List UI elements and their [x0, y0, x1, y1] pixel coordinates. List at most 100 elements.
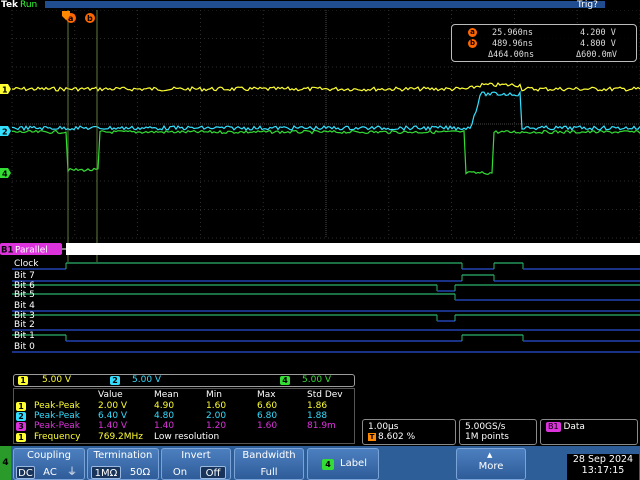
meas-std: 1.88	[307, 411, 328, 421]
meas-min: 2.00	[206, 411, 227, 421]
termination-title: Termination	[93, 450, 153, 461]
sample-rate: 5.00GS/s	[465, 422, 506, 432]
ch1-marker-shape	[0, 84, 11, 94]
coupling-button[interactable]: Coupling DC AC ⏚	[13, 448, 85, 480]
measurement-header: Value Mean Min Max Std Dev	[14, 390, 354, 400]
trigger-position: T 8.602 %	[368, 432, 450, 442]
measurement-row[interactable]: 1 Frequency 769.2MHz Low resolution	[14, 432, 354, 442]
ch1-marker-text: 1	[2, 86, 8, 95]
cursor-b-marker[interactable]: b	[85, 13, 95, 23]
digital-channel-label: Bit 2	[14, 320, 35, 330]
meas-min: 1.60	[206, 401, 227, 411]
ch4-marker[interactable]: 4	[0, 168, 11, 179]
bus-tag: B1	[546, 422, 561, 432]
ch4-trace	[11, 129, 640, 176]
ch2-icon: 2	[16, 412, 26, 421]
chevron-up-icon: ▲	[487, 451, 493, 459]
ch2-scale: 5.00 V	[132, 375, 162, 385]
meas-name: Peak-Peak	[34, 401, 80, 411]
ch2-marker-text: 2	[2, 128, 8, 137]
meas-std: 81.9m	[307, 421, 336, 431]
header-value: Value	[98, 390, 123, 400]
invert-off[interactable]: Off	[200, 466, 226, 479]
digital-channel-label: Clock	[14, 259, 39, 269]
meas-note: Low resolution	[154, 432, 220, 442]
acquisition-readout[interactable]: 5.00GS/s 1M points	[459, 419, 537, 445]
bus-readout-label: Data	[563, 422, 585, 432]
ch2-scale-icon[interactable]: 2	[110, 376, 120, 385]
invert-on[interactable]: On	[172, 467, 188, 478]
coupling-dc[interactable]: DC	[16, 466, 35, 479]
cursor-b-marker-circle	[85, 13, 95, 23]
meas-mean: 4.90	[154, 401, 175, 411]
cursor-b-marker-text: b	[87, 14, 93, 23]
meas-value: 2.00 V	[98, 401, 128, 411]
ch4-marker-shape	[0, 168, 11, 178]
acquisition-state[interactable]: Run	[20, 0, 38, 10]
measurement-row[interactable]: 2 Peak-Peak 6.40 V 4.80 2.00 6.80 1.88	[14, 411, 354, 421]
cursor-a-marker-text: a	[68, 14, 73, 23]
channel-tab[interactable]: 4	[0, 446, 11, 480]
digital-channel-label: Bit 1	[14, 331, 35, 341]
measurement-row[interactable]: 1 Peak-Peak 2.00 V 4.90 1.60 6.60 1.86	[14, 401, 354, 411]
meas-name: Peak-Peak	[34, 411, 80, 421]
date: 28 Sep 2024	[572, 454, 634, 465]
digital-channel-label: Bit 7	[14, 271, 35, 281]
cursor-delta-value: Δ600.0mV	[576, 50, 617, 60]
channel-scale-bar[interactable]: 1 5.00 V 2 5.00 V 4 5.00 V	[13, 374, 355, 387]
bus-readout[interactable]: B1 Data	[540, 419, 638, 445]
digital-waveforms	[12, 262, 640, 353]
bandwidth-value: Full	[260, 467, 278, 478]
meas-value: 6.40 V	[98, 411, 128, 421]
bus-marker[interactable]: B1 Parallel	[0, 243, 62, 256]
coupling-ac[interactable]: AC	[43, 467, 57, 478]
termination-50ohm[interactable]: 50Ω	[129, 467, 151, 478]
more-button[interactable]: More ▲	[456, 448, 526, 480]
measurement-row[interactable]: 3 Peak-Peak 1.40 V 1.40 1.20 1.60 81.9m	[14, 421, 354, 431]
cursor-a-time: 25.960ns	[492, 28, 533, 38]
ch4-marker-text: 4	[2, 170, 8, 179]
channel-markers[interactable]: 1 2 4 B1 Parallel a b	[0, 11, 95, 256]
cursor-a-value: 4.200 V	[580, 28, 616, 38]
cursor-a-icon: a	[468, 28, 477, 37]
bus-tag-text: B1	[1, 246, 13, 256]
measurement-table[interactable]: Value Mean Min Max Std Dev 1 Peak-Peak 2…	[13, 388, 355, 444]
waveform-display[interactable]: 1 2 4 B1 Parallel a b	[0, 10, 640, 372]
termination-button[interactable]: Termination 1MΩ 50Ω	[87, 448, 159, 480]
label-title: Label	[340, 458, 367, 469]
ch1-trace	[11, 82, 640, 93]
bandwidth-button[interactable]: Bandwidth Full	[234, 448, 304, 480]
cursor-a-row: a 25.960ns 4.200 V	[452, 28, 636, 39]
horizontal-scale: 1.00µs	[368, 422, 399, 432]
ch1-marker[interactable]: 1	[0, 84, 11, 95]
graticule	[11, 10, 640, 239]
trigger-state: Trig?	[577, 0, 598, 10]
meas-name: Peak-Peak	[34, 421, 80, 431]
record-view-bar[interactable]	[45, 1, 605, 8]
more-title: More	[478, 461, 504, 472]
ch4-scale-icon[interactable]: 4	[280, 376, 290, 385]
meas-min: 1.20	[206, 421, 227, 431]
ch3-icon: 3	[16, 422, 26, 431]
meas-mean: 4.80	[154, 411, 175, 421]
ch2-trace	[11, 90, 640, 132]
ch1-scale: 5.00 V	[42, 375, 72, 385]
meas-max: 1.60	[257, 421, 278, 431]
bus-marker-shape	[0, 243, 62, 255]
digital-channel-label: Bit 0	[14, 342, 35, 352]
trigger-position-marker	[62, 11, 70, 20]
invert-button[interactable]: Invert On Off	[161, 448, 231, 480]
digital-channel-label: Bit 5	[14, 290, 35, 300]
ch1-scale-icon[interactable]: 1	[18, 376, 28, 385]
cursor-readout[interactable]: a 25.960ns 4.200 V b 489.96ns 4.800 V Δ4…	[451, 24, 637, 62]
brand-logo: Tek	[1, 0, 19, 10]
ch1-icon: 1	[16, 433, 26, 442]
horizontal-readout[interactable]: 1.00µs T 8.602 %	[362, 419, 456, 445]
time: 13:17:15	[581, 465, 625, 476]
termination-1mohm[interactable]: 1MΩ	[91, 466, 121, 479]
date-time: 28 Sep 2024 13:17:15	[567, 454, 639, 480]
bus-data-bar	[66, 243, 640, 255]
ch2-marker[interactable]: 2	[0, 126, 11, 137]
label-button[interactable]: 4 Label	[307, 448, 379, 480]
coupling-ground[interactable]: ⏚	[67, 467, 77, 478]
